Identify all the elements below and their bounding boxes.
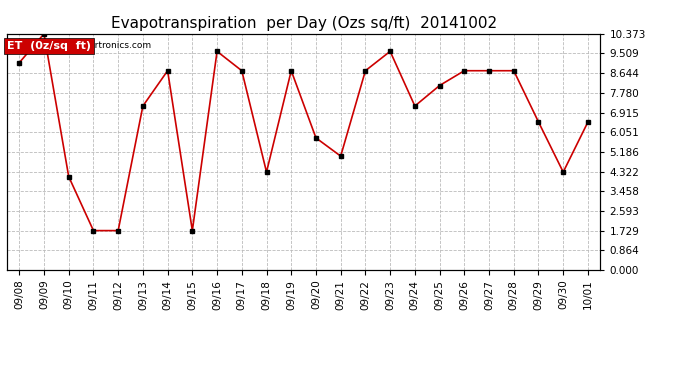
Text: Copyright 2014 Cartronics.com: Copyright 2014 Cartronics.com bbox=[10, 41, 151, 50]
Title: Evapotranspiration  per Day (Ozs sq/ft)  20141002: Evapotranspiration per Day (Ozs sq/ft) 2… bbox=[110, 16, 497, 31]
Text: ET  (0z/sq  ft): ET (0z/sq ft) bbox=[7, 41, 91, 51]
